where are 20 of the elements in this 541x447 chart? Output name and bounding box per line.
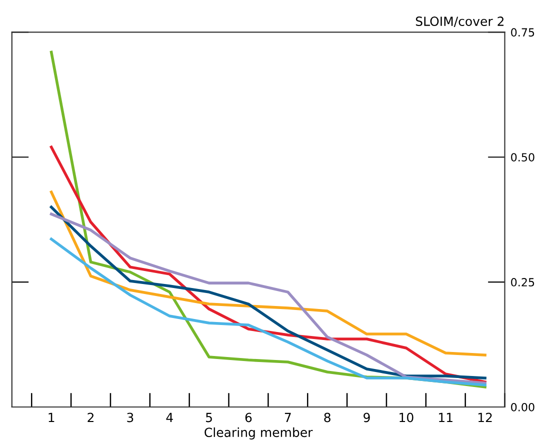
x-tick-label: 2 — [88, 412, 94, 422]
x-tick-label: 10 — [400, 412, 414, 422]
line-series — [50, 190, 486, 356]
x-tick-label: 12 — [478, 412, 492, 422]
y-axis-title: SLOIM/cover 2 — [416, 16, 504, 27]
x-tick-label: 11 — [439, 412, 452, 422]
y-tick-label: 0.25 — [511, 278, 534, 286]
x-tick-label: 8 — [324, 412, 330, 422]
x-tick-label: 1 — [48, 412, 54, 422]
x-tick-label: 6 — [245, 412, 252, 422]
y-tick-label: 0.75 — [511, 28, 534, 37]
y-tick-label: 0.00 — [511, 402, 534, 412]
x-tick-label: 3 — [127, 412, 134, 422]
x-axis-title: Clearing member — [204, 427, 313, 440]
x-tick-label: 4 — [166, 412, 173, 422]
x-tick-label: 7 — [284, 412, 291, 422]
x-tick-label: 5 — [206, 412, 212, 422]
y-tick-label: 0.50 — [511, 153, 534, 162]
x-tick-label: 9 — [364, 412, 370, 422]
line-series — [50, 238, 486, 386]
